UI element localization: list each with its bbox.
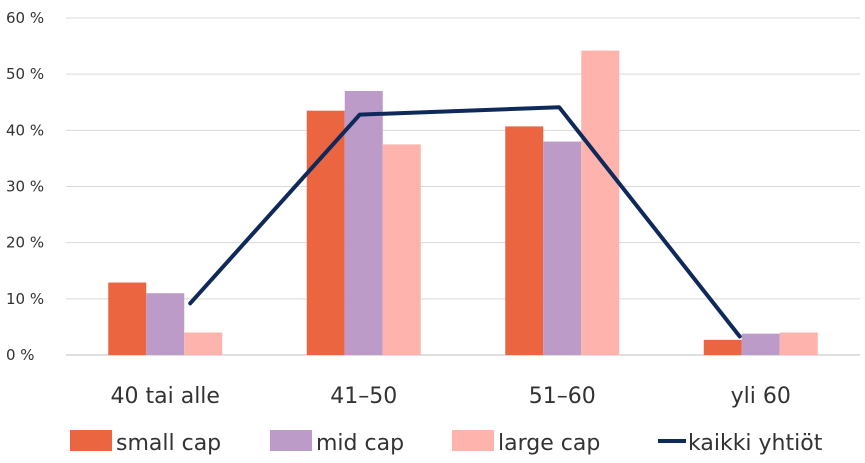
bar-small-cap-2 xyxy=(505,126,544,355)
series-line xyxy=(188,105,742,339)
x-tick-label: 51–60 xyxy=(529,384,596,409)
bar-mid-cap-3 xyxy=(741,333,780,355)
legend-swatch xyxy=(452,430,494,451)
y-tick-label: 0 % xyxy=(6,346,35,364)
bar-large-cap-1 xyxy=(382,144,421,355)
legend-label: small cap xyxy=(116,431,221,456)
y-tick-label: 60 % xyxy=(6,9,44,27)
bar-large-cap-2 xyxy=(581,50,620,356)
y-tick-label: 10 % xyxy=(6,290,44,308)
x-axis-labels: 40 tai alle 41–50 51–60 yli 60 xyxy=(111,384,791,409)
y-axis-ticks: 0 % 10 % 20 % 30 % 40 % 50 % 60 % xyxy=(6,9,44,364)
x-tick-label: 40 tai alle xyxy=(111,384,220,409)
legend-label: mid cap xyxy=(316,431,404,456)
legend: small cap mid cap large cap kaikki yhtiöt xyxy=(70,430,823,456)
legend-label: large cap xyxy=(498,431,600,456)
legend-swatch xyxy=(270,430,312,451)
legend-swatch xyxy=(70,430,112,451)
bar-small-cap-0 xyxy=(108,282,147,355)
bar-mid-cap-0 xyxy=(146,293,185,355)
bar-small-cap-3 xyxy=(703,339,742,355)
y-tick-label: 20 % xyxy=(6,234,44,252)
x-tick-label: 41–50 xyxy=(330,384,397,409)
bar-large-cap-0 xyxy=(184,332,223,355)
bars xyxy=(108,50,818,356)
bar-small-cap-1 xyxy=(306,110,345,355)
y-tick-label: 50 % xyxy=(6,65,44,83)
bar-mid-cap-1 xyxy=(344,91,383,356)
bar-large-cap-3 xyxy=(779,332,818,355)
bar-mid-cap-2 xyxy=(543,141,582,355)
gridlines xyxy=(66,17,860,356)
y-tick-label: 40 % xyxy=(6,121,44,139)
legend-label: kaikki yhtiöt xyxy=(688,431,823,456)
x-tick-label: yli 60 xyxy=(731,384,791,409)
y-tick-label: 30 % xyxy=(6,178,44,196)
line-kaikki-yhtiöt xyxy=(188,105,742,339)
